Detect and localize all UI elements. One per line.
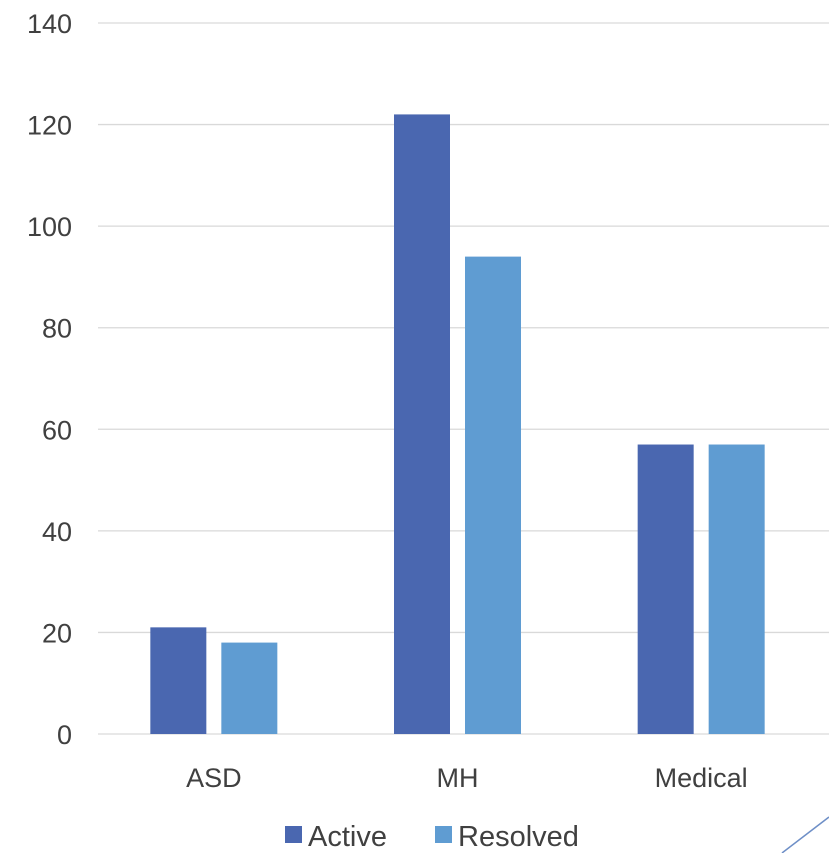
x-category-label: MH: [437, 763, 479, 793]
legend: Active Resolved: [285, 821, 579, 853]
x-category-label: Medical: [655, 763, 748, 793]
legend-label-resolved: Resolved: [458, 821, 579, 853]
bar-resolved-mh: [465, 256, 521, 734]
bar-active-medical: [637, 444, 694, 734]
y-tick-label: 120: [27, 111, 72, 141]
y-tick-label: 0: [57, 720, 72, 750]
x-axis-categories: ASD MH Medical: [186, 763, 748, 793]
legend-swatch-active: [285, 826, 302, 843]
corner-decoration-line: [781, 816, 829, 853]
y-tick-label: 20: [42, 618, 72, 648]
y-tick-label: 60: [42, 415, 72, 445]
bar-active-asd: [150, 627, 207, 734]
y-tick-label: 80: [42, 314, 72, 344]
bar-resolved-asd: [221, 642, 278, 734]
bar-active-mh: [394, 114, 450, 734]
bars: [150, 114, 765, 734]
x-category-label: ASD: [186, 763, 242, 793]
y-tick-label: 100: [27, 212, 72, 242]
legend-swatch-resolved: [435, 826, 452, 843]
y-tick-label: 40: [42, 517, 72, 547]
bar-resolved-medical: [708, 444, 765, 734]
gridlines: [98, 22, 829, 735]
y-tick-label: 140: [27, 9, 72, 39]
y-axis-ticks: 0 20 40 60 80 100 120 140: [27, 9, 72, 750]
legend-label-active: Active: [308, 821, 387, 853]
